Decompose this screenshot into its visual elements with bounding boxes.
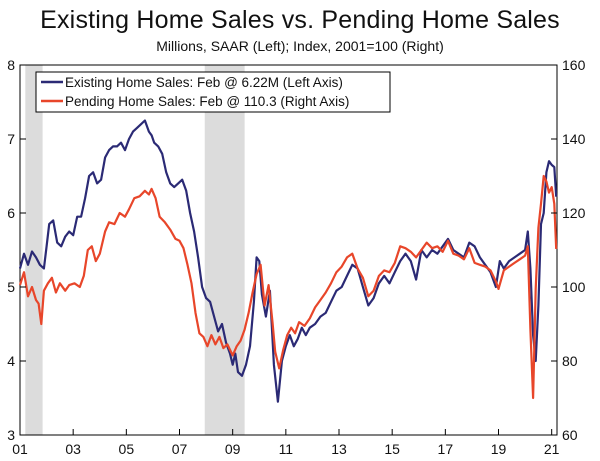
x-tick-label: 21 (544, 441, 560, 457)
series-line-existing (18, 119, 558, 403)
right-tick-label: 60 (562, 427, 578, 443)
right-axis-ticks: 60 80 100 120 140 160 (551, 57, 586, 443)
legend: Existing Home Sales: Feb @ 6.22M (Left A… (35, 71, 391, 113)
chart-title: Existing Home Sales vs. Pending Home Sal… (40, 6, 560, 34)
x-tick-label: 01 (12, 441, 28, 457)
left-tick-label: 8 (7, 57, 15, 73)
x-tick-label: 11 (279, 441, 294, 457)
legend-label-pending: Pending Home Sales: Feb @ 110.3 (Right A… (65, 94, 349, 109)
left-tick-label: 5 (7, 279, 15, 295)
right-tick-label: 100 (562, 279, 586, 295)
right-tick-label: 140 (562, 131, 586, 147)
chart-subtitle: Millions, SAAR (Left); Index, 2001=100 (… (156, 38, 444, 54)
left-tick-label: 7 (7, 131, 15, 147)
recession-band-1 (204, 65, 245, 435)
x-tick-label: 19 (491, 441, 507, 457)
right-tick-label: 80 (562, 353, 578, 369)
recession-band-0 (25, 65, 43, 435)
x-axis-ticks: 01 03 05 07 09 11 13 15 17 19 21 (12, 429, 560, 457)
recession-bands (25, 65, 245, 435)
x-tick-label: 13 (331, 441, 347, 457)
left-tick-label: 6 (7, 205, 15, 221)
x-tick-label: 07 (172, 441, 188, 457)
left-tick-label: 4 (7, 353, 15, 369)
x-tick-label: 03 (65, 441, 81, 457)
series-lines (18, 119, 558, 403)
x-tick-label: 09 (225, 441, 241, 457)
x-tick-label: 05 (119, 441, 135, 457)
legend-box (35, 71, 391, 113)
plot-frame (19, 64, 558, 436)
left-tick-label: 3 (7, 427, 15, 443)
left-axis-ticks: 3 4 5 6 7 8 (7, 57, 26, 443)
legend-label-existing: Existing Home Sales: Feb @ 6.22M (Left A… (65, 75, 343, 90)
series-line-pending (18, 174, 558, 400)
right-tick-label: 160 (562, 57, 586, 73)
x-tick-label: 15 (384, 441, 400, 457)
right-tick-label: 120 (562, 205, 586, 221)
x-tick-label: 17 (438, 441, 454, 457)
